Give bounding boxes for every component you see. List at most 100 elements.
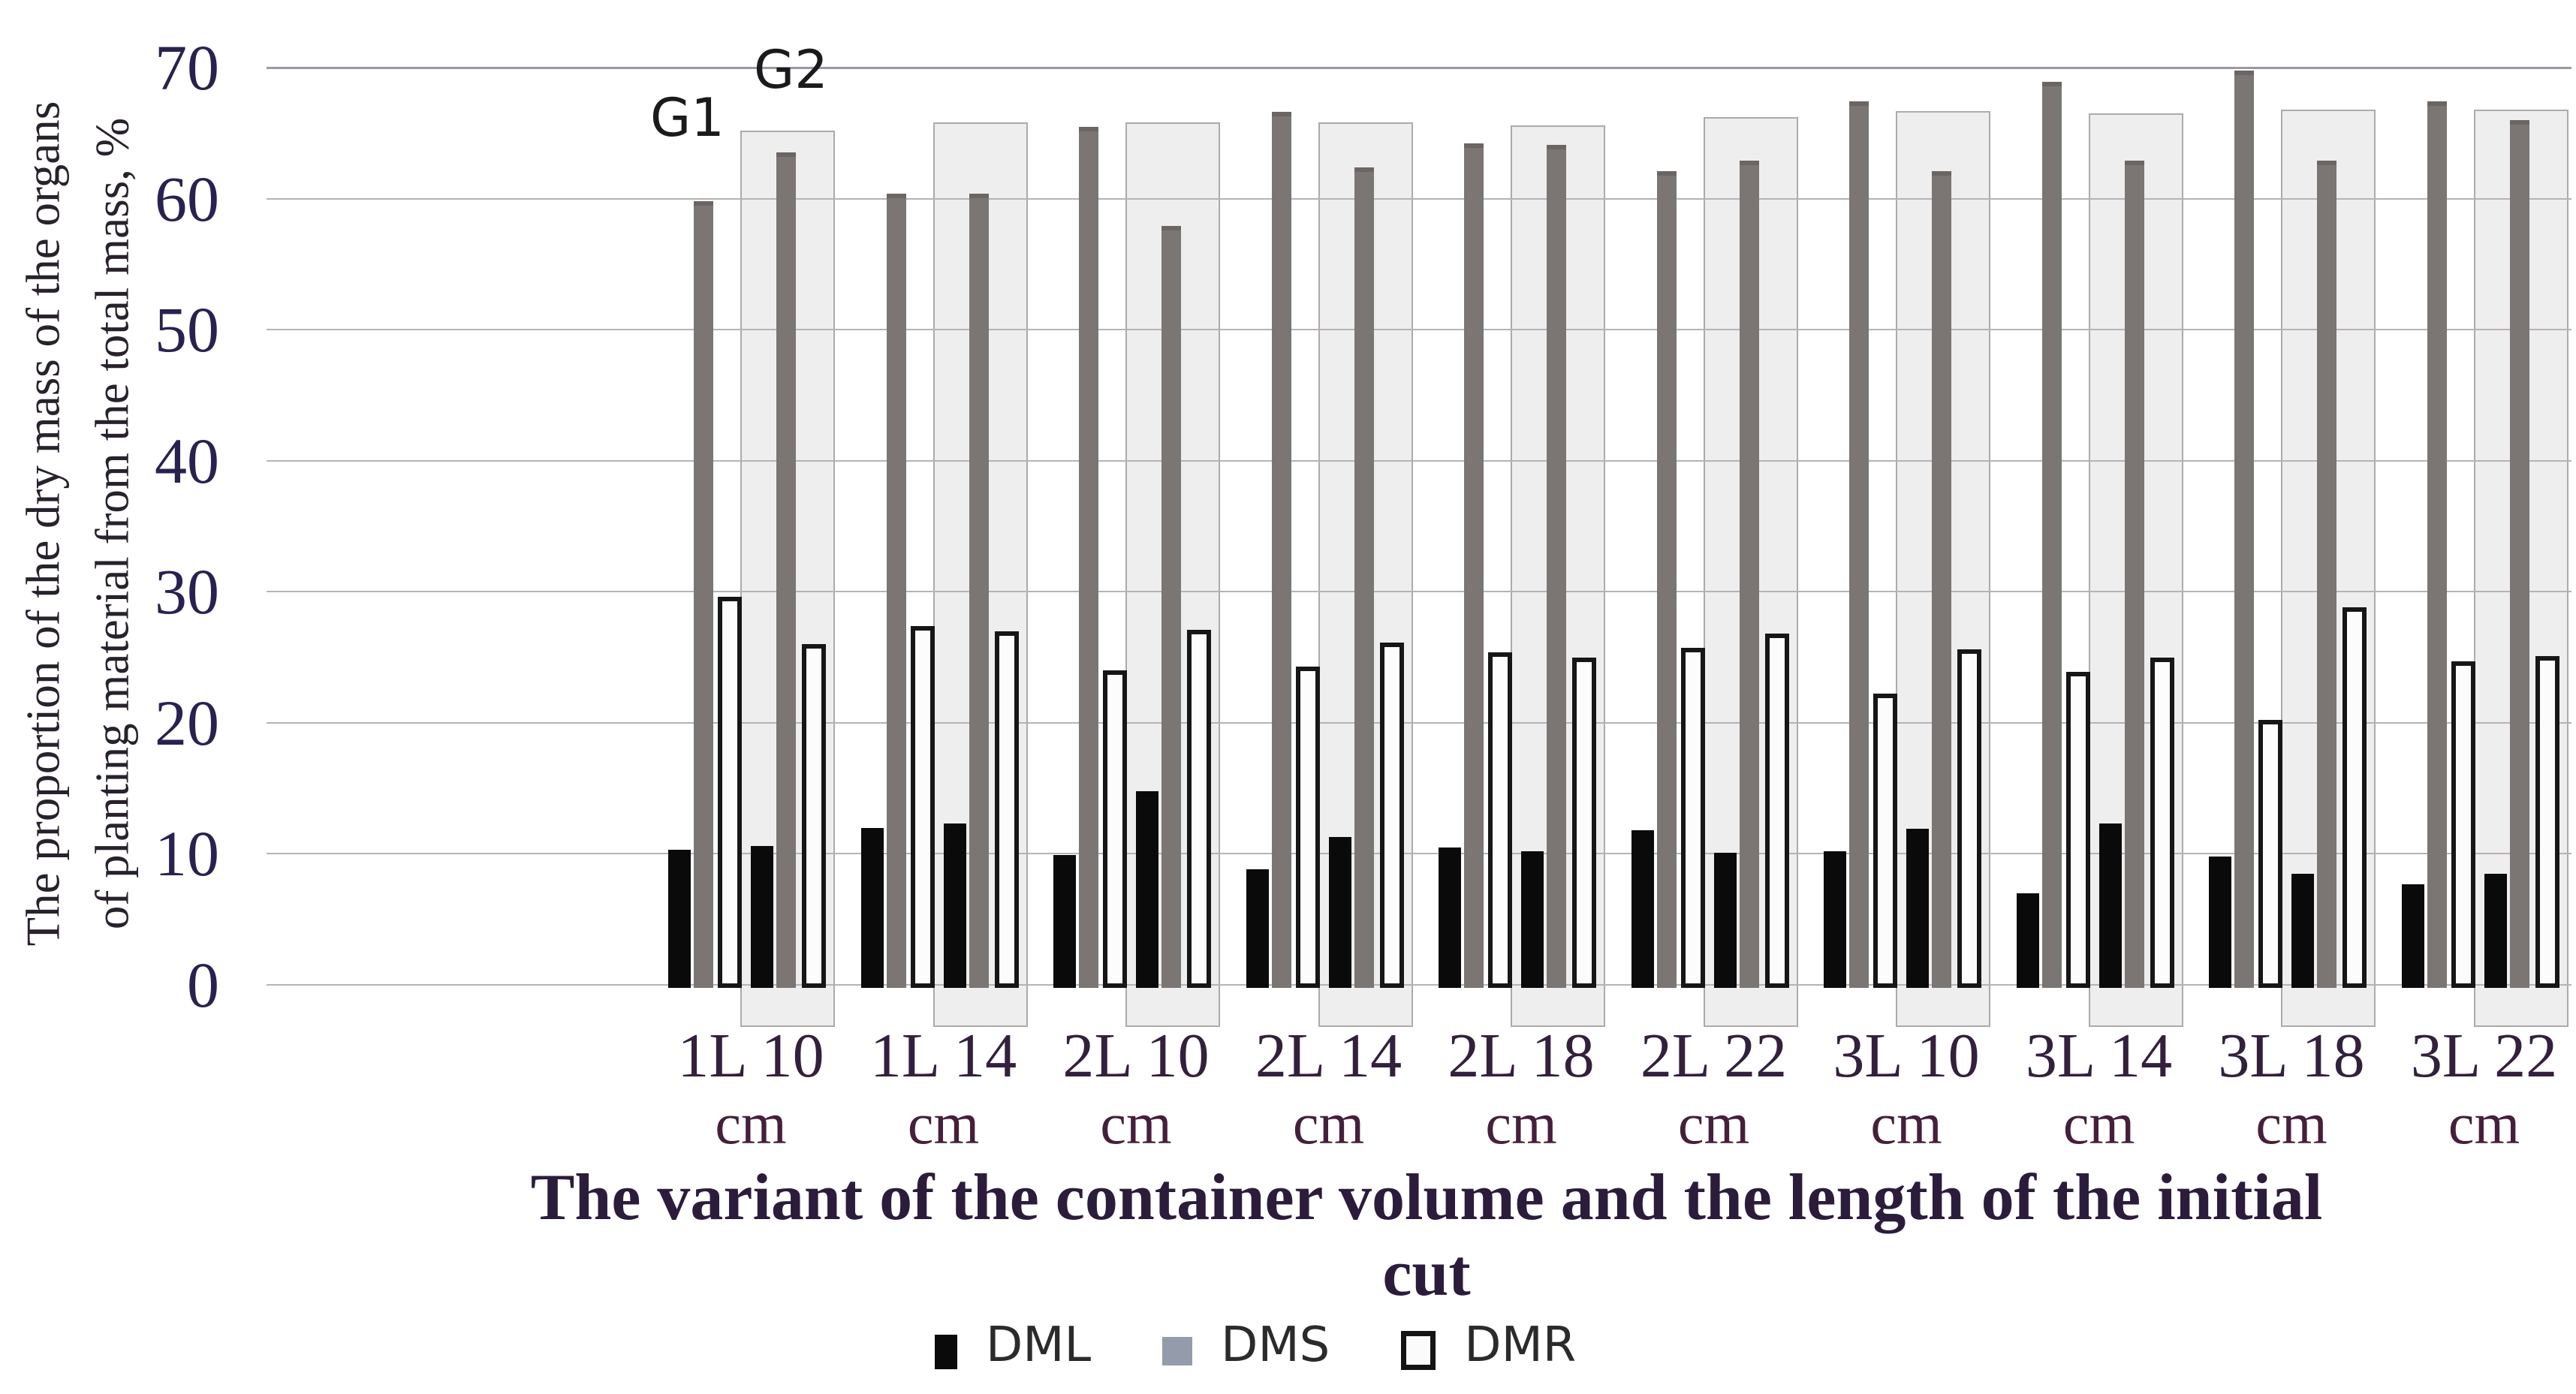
bar-dms-g2-2L-10 [1161, 226, 1181, 988]
bar-dms-g1-2L-22 [1656, 170, 1677, 988]
x-category-label: 3L 14 [2025, 1021, 2173, 1091]
bar-dmr-g2-2L-18 [1572, 657, 1596, 988]
x-category-unit: cm [1485, 1091, 1557, 1156]
x-category-label: 2L 22 [1640, 1021, 1788, 1091]
x-category-label: 1L 14 [869, 1021, 1017, 1091]
x-category-unit: cm [2255, 1091, 2327, 1156]
x-category-label: 3L 18 [2218, 1021, 2365, 1091]
gridline-0 [267, 984, 2571, 986]
bar-dml-g2-2L-10 [1136, 790, 1158, 988]
bar-dml-g1-2L-22 [1631, 830, 1654, 988]
y-tick-label-20: 20 [155, 686, 219, 759]
x-category-unit: cm [715, 1091, 787, 1156]
bar-dml-g2-3L-22 [2484, 873, 2507, 988]
bar-dml-g1-3L-18 [2209, 856, 2231, 988]
y-tick-label-60: 60 [155, 162, 219, 235]
bar-dml-g2-3L-18 [2291, 873, 2314, 988]
legend-label-dml: DML [986, 1317, 1092, 1373]
bar-dmr-g2-2L-10 [1187, 629, 1211, 988]
bar-dmr-g2-1L-14 [994, 631, 1019, 988]
bar-dml-g1-2L-14 [1246, 869, 1269, 988]
bar-dml-g2-1L-10 [751, 845, 773, 988]
bar-dmr-g1-1L-10 [718, 597, 742, 988]
bar-dml-g1-1L-10 [668, 850, 691, 988]
x-axis-title: The variant of the container volume and … [530, 1161, 2323, 1310]
bar-dml-g1-2L-18 [1439, 847, 1461, 988]
bar-dml-g1-1L-14 [860, 827, 884, 988]
gridline-50 [267, 329, 2571, 331]
bar-dml-g1-3L-22 [2401, 884, 2424, 988]
x-category-label: 1L 10 [677, 1021, 824, 1091]
legend-swatch-dmr [1401, 1331, 1436, 1370]
bar-dmr-g1-3L-10 [1873, 694, 1897, 988]
bar-dms-g1-2L-18 [1464, 143, 1484, 988]
x-category-unit: cm [1677, 1091, 1750, 1156]
bar-dml-g2-1L-14 [943, 823, 966, 988]
bar-dmr-g1-1L-14 [910, 625, 935, 988]
x-category-unit: cm [1870, 1091, 1942, 1156]
bar-dms-g1-3L-14 [2041, 82, 2062, 988]
bar-dmr-g1-3L-14 [2065, 671, 2090, 988]
bar-dmr-g2-3L-22 [2535, 655, 2559, 988]
bar-dms-g2-3L-10 [1932, 170, 1951, 988]
legend-swatch-dml [935, 1335, 957, 1369]
bar-dml-g2-2L-14 [1328, 836, 1351, 988]
bar-dms-g2-2L-22 [1739, 160, 1759, 988]
bar-dmr-g2-3L-14 [2150, 657, 2174, 988]
bar-dmr-g1-2L-18 [1488, 652, 1512, 988]
gridline-70 [267, 67, 2571, 69]
bar-dmr-g2-3L-10 [1957, 649, 1981, 988]
bar-dms-g2-3L-14 [2124, 160, 2144, 988]
bar-dms-g1-2L-14 [1271, 112, 1291, 988]
legend-item-dml: DML [935, 1317, 1091, 1373]
x-category-unit: cm [1100, 1091, 1172, 1156]
bar-dmr-g1-2L-10 [1103, 670, 1127, 988]
bar-dml-g1-2L-10 [1053, 855, 1076, 988]
bar-dms-g1-3L-10 [1849, 101, 1869, 988]
x-category-label: 2L 18 [1448, 1021, 1595, 1091]
bar-dml-g2-2L-22 [1713, 852, 1737, 988]
bar-dmr-g1-3L-18 [2258, 720, 2282, 988]
gridline-40 [267, 459, 2571, 462]
legend-label-dms: DMS [1221, 1317, 1330, 1373]
bar-dms-g2-2L-14 [1354, 167, 1374, 988]
bar-dml-g2-3L-14 [2098, 823, 2122, 988]
bar-dml-g1-3L-14 [2016, 893, 2039, 988]
group-label-g2: G2 [754, 39, 828, 101]
bar-dms-g2-2L-18 [1547, 145, 1566, 988]
x-category-label: 3L 10 [1833, 1021, 1980, 1091]
bar-dms-g1-1L-14 [886, 193, 906, 988]
legend-swatch-dms [1162, 1337, 1193, 1365]
bar-dms-g2-1L-14 [969, 193, 989, 988]
bar-dms-g1-3L-18 [2234, 70, 2254, 988]
y-tick-label-10: 10 [155, 817, 219, 890]
legend-item-dmr: DMR [1401, 1317, 1576, 1373]
y-tick-label-0: 0 [187, 949, 219, 1021]
bar-dmr-g2-2L-22 [1764, 634, 1789, 988]
bar-dms-g2-3L-18 [2317, 160, 2336, 988]
bar-dml-g1-3L-10 [1824, 851, 1846, 988]
x-category-unit: cm [1292, 1091, 1365, 1156]
bar-dms-g2-3L-22 [2509, 119, 2529, 988]
bar-dmr-g2-2L-14 [1379, 643, 1404, 988]
bar-dms-g2-1L-10 [776, 152, 796, 988]
bar-dml-g2-2L-18 [1521, 851, 1544, 988]
gridline-30 [267, 591, 2571, 593]
y-tick-label-40: 40 [155, 424, 219, 497]
x-category-label: 2L 10 [1062, 1021, 1210, 1091]
bar-dml-g2-3L-10 [1906, 829, 1929, 988]
gridline-20 [267, 721, 2571, 724]
y-tick-label-30: 30 [155, 555, 219, 628]
x-category-unit: cm [907, 1091, 980, 1156]
bar-dms-g1-2L-10 [1079, 126, 1098, 988]
x-category-unit: cm [2448, 1091, 2520, 1156]
group-label-g1: G1 [650, 87, 725, 149]
legend: DML DMS DMR [935, 1308, 1576, 1383]
bar-dmr-g2-3L-18 [2343, 607, 2367, 988]
legend-item-dms: DMS [1162, 1317, 1330, 1373]
bar-dmr-g2-1L-10 [802, 644, 826, 988]
gridline-60 [267, 197, 2571, 200]
y-tick-label-50: 50 [155, 294, 219, 366]
y-tick-label-70: 70 [155, 32, 219, 104]
